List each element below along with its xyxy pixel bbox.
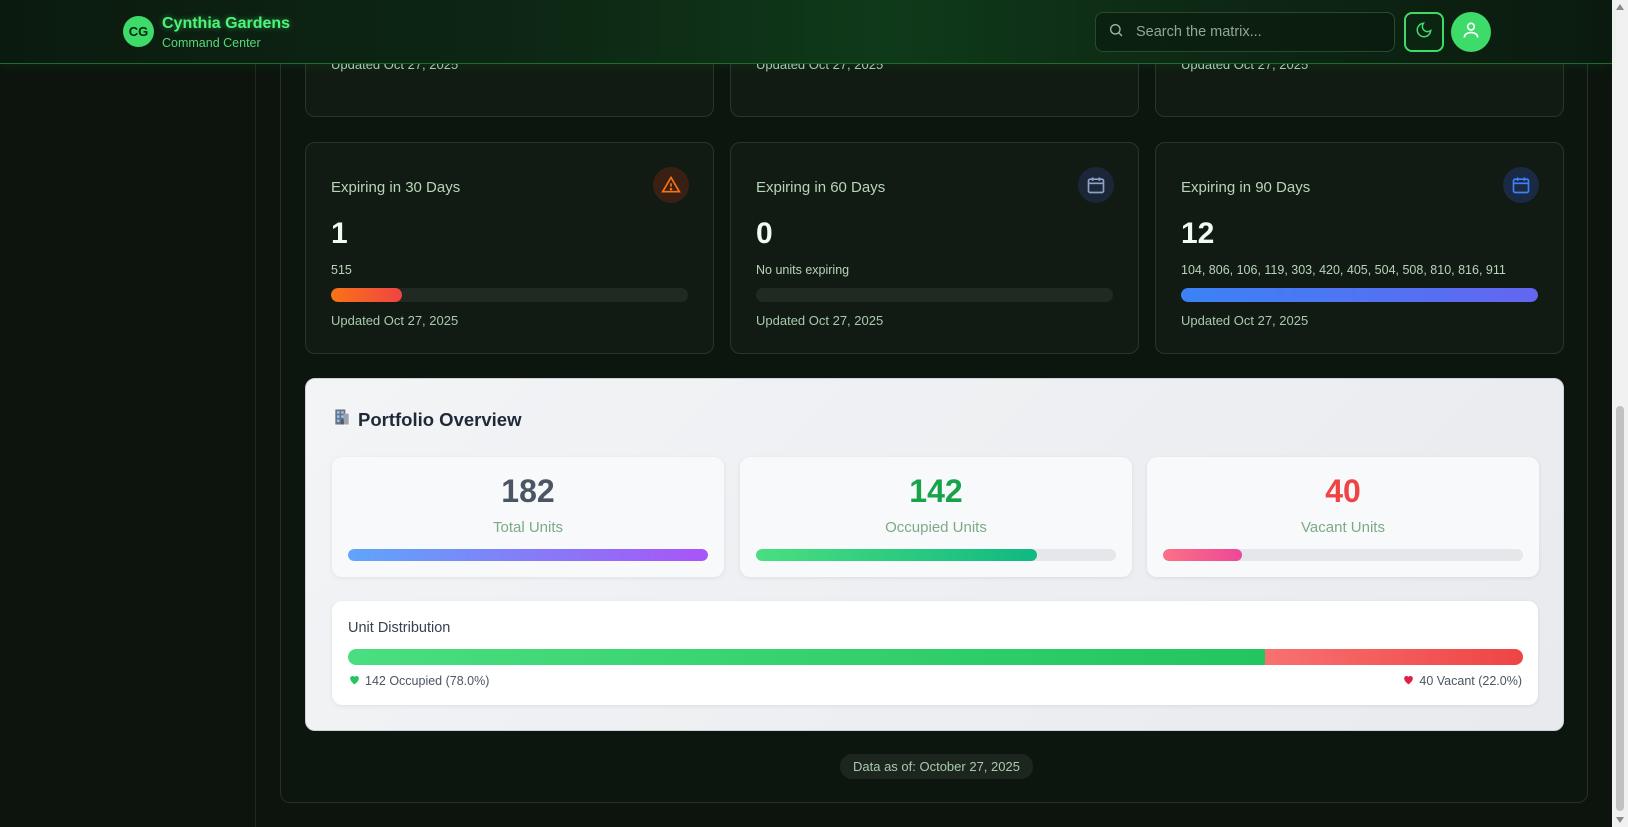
portfolio-overview: Portfolio Overview 182 Total Units 142 O… — [305, 378, 1564, 731]
card-label: Expiring in 60 Days — [756, 179, 886, 196]
total-units-card: 182 Total Units — [332, 457, 724, 577]
moon-icon — [1415, 21, 1433, 44]
stat-label: Occupied Units — [885, 519, 987, 536]
stat-bar-fill — [348, 549, 708, 561]
scroll-down-arrow[interactable] — [1616, 817, 1624, 823]
theme-toggle-button[interactable] — [1404, 12, 1444, 52]
sidebar — [0, 64, 256, 827]
logo-badge[interactable]: CG — [123, 16, 154, 47]
distribution-bar — [348, 649, 1523, 665]
vacant-legend: 40 Vacant (22.0%) — [1402, 673, 1522, 689]
card-value: 12 — [1181, 217, 1215, 250]
top-header: CG Cynthia Gardens Command Center — [0, 0, 1612, 64]
stat-bar-track — [1163, 549, 1523, 561]
stat-value: 182 — [501, 473, 555, 509]
user-icon — [1461, 20, 1481, 45]
card-units: 104, 806, 106, 119, 303, 420, 405, 504, … — [1181, 263, 1506, 277]
brand-subtitle: Command Center — [162, 36, 261, 50]
page-scrollbar[interactable] — [1612, 0, 1628, 827]
updated-text: Updated Oct 27, 2025 — [1181, 313, 1309, 328]
portfolio-title: Portfolio Overview — [332, 407, 521, 432]
vacant-legend-text: 40 Vacant (22.0%) — [1419, 674, 1522, 688]
scroll-up-arrow[interactable] — [1616, 4, 1624, 10]
card-units: No units expiring — [756, 263, 850, 277]
stat-bar-fill — [756, 549, 1037, 561]
red-heart-icon — [1402, 673, 1415, 689]
progress-track — [756, 288, 1113, 302]
occupied-units-card: 142 Occupied Units — [740, 457, 1132, 577]
building-icon — [332, 407, 352, 432]
search-box[interactable] — [1095, 12, 1395, 52]
distribution-title: Unit Distribution — [348, 620, 451, 636]
stat-bar-track — [756, 549, 1116, 561]
stat-label: Vacant Units — [1301, 519, 1385, 536]
green-heart-icon — [348, 673, 361, 689]
occupied-legend: 142 Occupied (78.0%) — [348, 673, 489, 689]
stat-value: 40 — [1325, 473, 1361, 509]
calendar-icon — [1503, 167, 1539, 203]
scroll-thumb[interactable] — [1616, 406, 1624, 811]
calendar-icon — [1078, 167, 1114, 203]
brand-title: Cynthia Gardens — [162, 15, 291, 32]
progress-track — [331, 288, 688, 302]
expiring-60-card: Expiring in 60 Days 0 No units expiring … — [730, 142, 1139, 354]
warning-icon — [653, 167, 689, 203]
stat-bar-fill — [1163, 549, 1243, 561]
progress-track — [1181, 288, 1538, 302]
vacant-units-card: 40 Vacant Units — [1147, 457, 1539, 577]
card-label: Expiring in 90 Days — [1181, 179, 1311, 196]
progress-fill — [1181, 288, 1538, 302]
search-input[interactable] — [1136, 24, 1376, 40]
occupied-legend-text: 142 Occupied (78.0%) — [365, 674, 490, 688]
stat-label: Total Units — [492, 519, 564, 536]
expiring-30-card: Expiring in 30 Days 1 515 Updated Oct 27… — [305, 142, 714, 354]
updated-text: Updated Oct 27, 2025 — [331, 313, 459, 328]
data-as-of-badge: Data as of: October 27, 2025 — [840, 754, 1033, 779]
card-label: Expiring in 30 Days — [331, 179, 461, 196]
distribution-occupied-segment — [348, 649, 1265, 665]
unit-distribution: Unit Distribution 142 Occupied (78.0%) 4… — [332, 601, 1538, 705]
progress-fill — [331, 288, 403, 302]
distribution-vacant-segment — [1264, 649, 1523, 665]
card-value: 1 — [331, 217, 348, 250]
user-menu-button[interactable] — [1451, 12, 1491, 52]
stat-value: 142 — [909, 473, 963, 509]
stat-bar-track — [348, 549, 708, 561]
expiring-90-card: Expiring in 90 Days 12 104, 806, 106, 11… — [1155, 142, 1564, 354]
search-icon — [1108, 22, 1124, 43]
card-units: 515 — [331, 263, 352, 277]
card-value: 0 — [756, 217, 773, 250]
updated-text: Updated Oct 27, 2025 — [756, 313, 884, 328]
portfolio-title-text: Portfolio Overview — [358, 408, 522, 430]
